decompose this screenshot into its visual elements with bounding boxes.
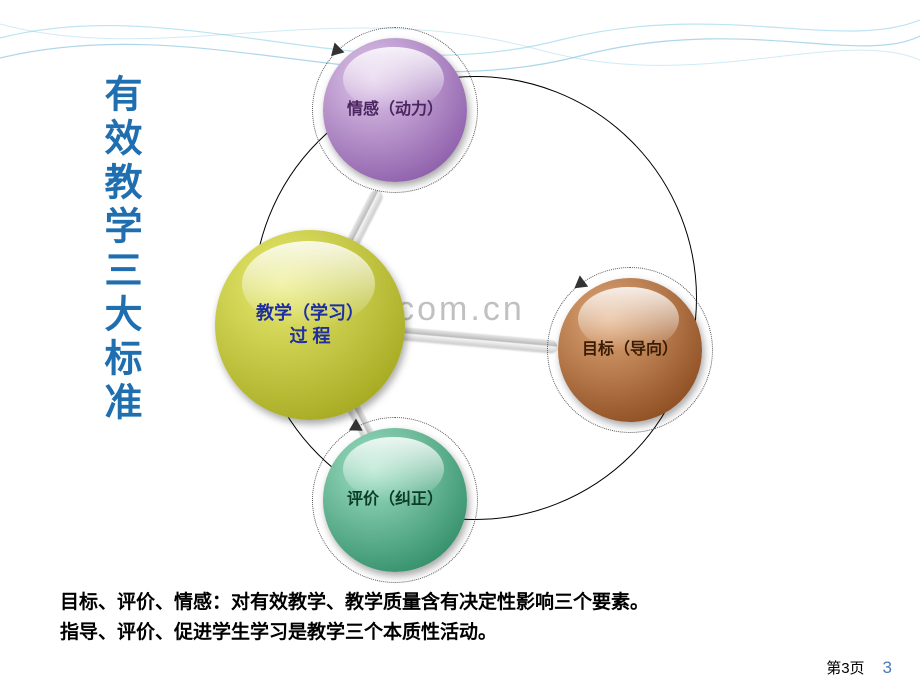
body-text: 目标、评价、情感：对有效教学、教学质量含有决定性影响三个要素。 指导、评价、促进… <box>60 588 649 649</box>
node-goal-label: 目标（导向） <box>582 340 678 361</box>
node-emotion: 情感（动力） <box>323 38 467 182</box>
body-text-line-1: 目标、评价、情感：对有效教学、教学质量含有决定性影响三个要素。 <box>60 588 649 618</box>
node-goal: 目标（导向） <box>558 278 702 422</box>
node-emotion-label: 情感（动力） <box>347 100 443 121</box>
node-evaluate: 评价（纠正） <box>323 428 467 572</box>
node-center-label: 教学（学习） 过 程 <box>256 302 364 349</box>
page-footer: 第3页 3 <box>826 657 892 678</box>
body-text-line-2: 指导、评价、促进学生学习是教学三个本质性活动。 <box>60 618 649 648</box>
diagram: 情感（动力） 目标（导向） 评价（纠正） 教学（学习） 过 程 <box>0 0 920 560</box>
node-evaluate-label: 评价（纠正） <box>347 490 443 511</box>
page-number: 3 <box>883 658 892 678</box>
page-label: 第3页 <box>826 657 864 678</box>
node-center: 教学（学习） 过 程 <box>215 230 405 420</box>
